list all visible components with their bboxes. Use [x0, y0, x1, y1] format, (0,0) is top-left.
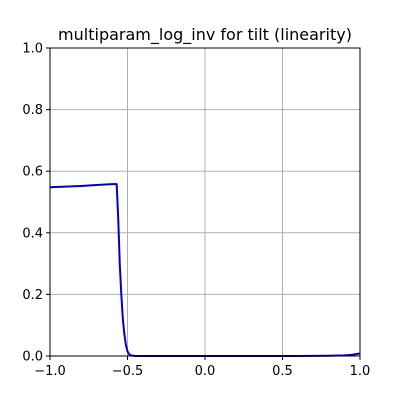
y-tick-label: 1.0 [22, 42, 43, 57]
y-tick-label: 0.4 [22, 226, 43, 241]
y-tick-label: 0.8 [22, 103, 43, 118]
x-tick-label: 1.0 [350, 364, 371, 379]
x-tick-label: −0.5 [112, 364, 144, 379]
y-tick-label: 0.0 [22, 350, 43, 365]
x-tick-label: 0.0 [195, 364, 216, 379]
y-tick-label: 0.6 [22, 165, 43, 180]
y-tick-label: 0.2 [22, 288, 43, 303]
chart-title: multiparam_log_inv for tilt (linearity) [58, 25, 352, 45]
ticks: −1.0 −0.5 0.0 0.5 1.0 0.0 0.2 0.4 0.6 0.8 1.0 [22, 42, 370, 380]
x-tick-label: 0.5 [272, 364, 293, 379]
x-tick-label: −1.0 [34, 364, 66, 379]
